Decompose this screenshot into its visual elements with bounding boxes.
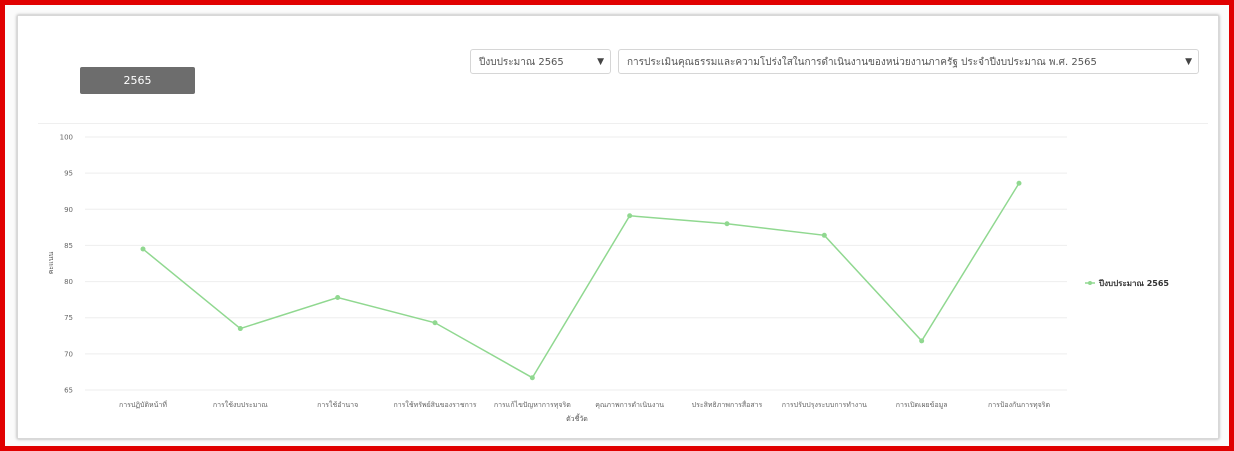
data-point[interactable]: [919, 338, 925, 344]
x-tick-label: การใช้อำนาจ: [317, 400, 358, 409]
y-tick-label: 80: [64, 278, 73, 286]
data-point[interactable]: [335, 294, 341, 300]
series-line: [142, 182, 1020, 379]
grid-lines: [85, 136, 1067, 391]
legend-marker: [1088, 281, 1092, 285]
y-axis-label: คะแนน: [47, 252, 55, 275]
x-axis-label: ตัวชี้วัด: [566, 412, 588, 423]
x-tick-label: การใช้ทรัพย์สินของราชการ: [393, 400, 476, 409]
x-tick-label: การเปิดเผยข้อมูล: [896, 401, 948, 409]
data-point[interactable]: [821, 232, 827, 238]
series-layer: [140, 180, 1022, 381]
y-tick-label: 75: [64, 314, 73, 322]
x-tick-label: การปรับปรุงระบบการทำงาน: [782, 401, 867, 409]
year-button[interactable]: 2565: [80, 67, 195, 94]
legend[interactable]: ปีงบประมาณ 2565: [1085, 278, 1169, 288]
x-tick-label: คุณภาพการดำเนินงาน: [595, 401, 664, 409]
data-point[interactable]: [237, 326, 243, 332]
data-point[interactable]: [529, 375, 535, 381]
chevron-down-icon: ▼: [1185, 57, 1192, 67]
data-point[interactable]: [140, 246, 146, 252]
year-select[interactable]: ปีงบประมาณ 2565 ▼: [470, 49, 611, 74]
y-tick-label: 95: [64, 170, 73, 178]
assessment-select[interactable]: การประเมินคุณธรรมและความโปร่งใสในการดำเน…: [618, 49, 1199, 74]
y-tick-label: 90: [64, 206, 73, 214]
legend-label: ปีงบประมาณ 2565: [1098, 278, 1169, 288]
assessment-select-value: การประเมินคุณธรรมและความโปร่งใสในการดำเน…: [627, 57, 1097, 68]
x-tick-label: การใช้งบประมาณ: [213, 400, 268, 409]
x-tick-label: การปฏิบัติหน้าที่: [119, 400, 167, 409]
line-chart: 65 70 75 80 85 90 95 100 การปฏิบัติหน้าที่ การใช…: [47, 134, 1169, 424]
y-tick-label: 70: [64, 350, 73, 358]
data-point[interactable]: [1016, 180, 1022, 186]
x-axis-ticks: การปฏิบัติหน้าที่ การใช้งบประมาณ การใช้อำน…: [119, 400, 1050, 409]
chevron-down-icon: ▼: [597, 57, 604, 67]
x-tick-label: การแก้ไขปัญหาการทุจริต: [494, 400, 571, 409]
data-point[interactable]: [432, 320, 438, 326]
data-point[interactable]: [724, 221, 730, 227]
y-tick-label: 65: [64, 387, 73, 395]
data-point[interactable]: [627, 213, 633, 219]
dashboard-card: 2565 ปีงบประมาณ 2565 ▼ การประเมินคุณธรรม…: [17, 15, 1219, 439]
y-tick-label: 100: [60, 134, 73, 142]
x-tick-label: ประสิทธิภาพการสื่อสาร: [692, 400, 763, 409]
year-select-value: ปีงบประมาณ 2565: [479, 57, 564, 68]
y-axis-ticks: 65 70 75 80 85 90 95 100: [60, 134, 73, 395]
x-tick-label: การป้องกันการทุจริต: [988, 401, 1050, 409]
y-tick-label: 85: [64, 242, 73, 250]
filter-panel: 2565 ปีงบประมาณ 2565 ▼ การประเมินคุณธรรม…: [38, 21, 1208, 124]
